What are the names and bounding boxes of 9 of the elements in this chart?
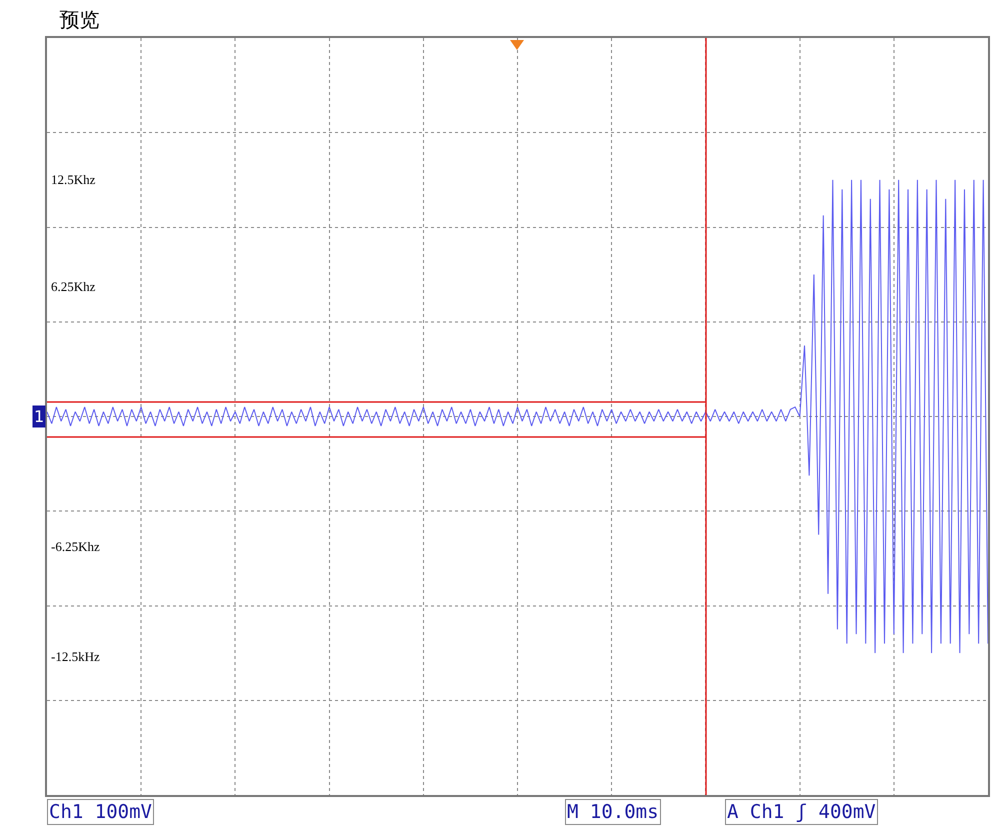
chart-title: 预览 [60,8,100,32]
annotation: -12.5kHz [51,649,100,664]
text: Ch1 100mV [49,801,152,823]
annotation: -6.25Khz [51,539,100,554]
text: A Ch1 ʃ 400mV [727,801,876,823]
annotation: 6.25Khz [51,279,96,294]
text: 1 [34,407,44,426]
annotation: 12.5Khz [51,172,96,187]
text: M 10.0ms [567,801,659,823]
